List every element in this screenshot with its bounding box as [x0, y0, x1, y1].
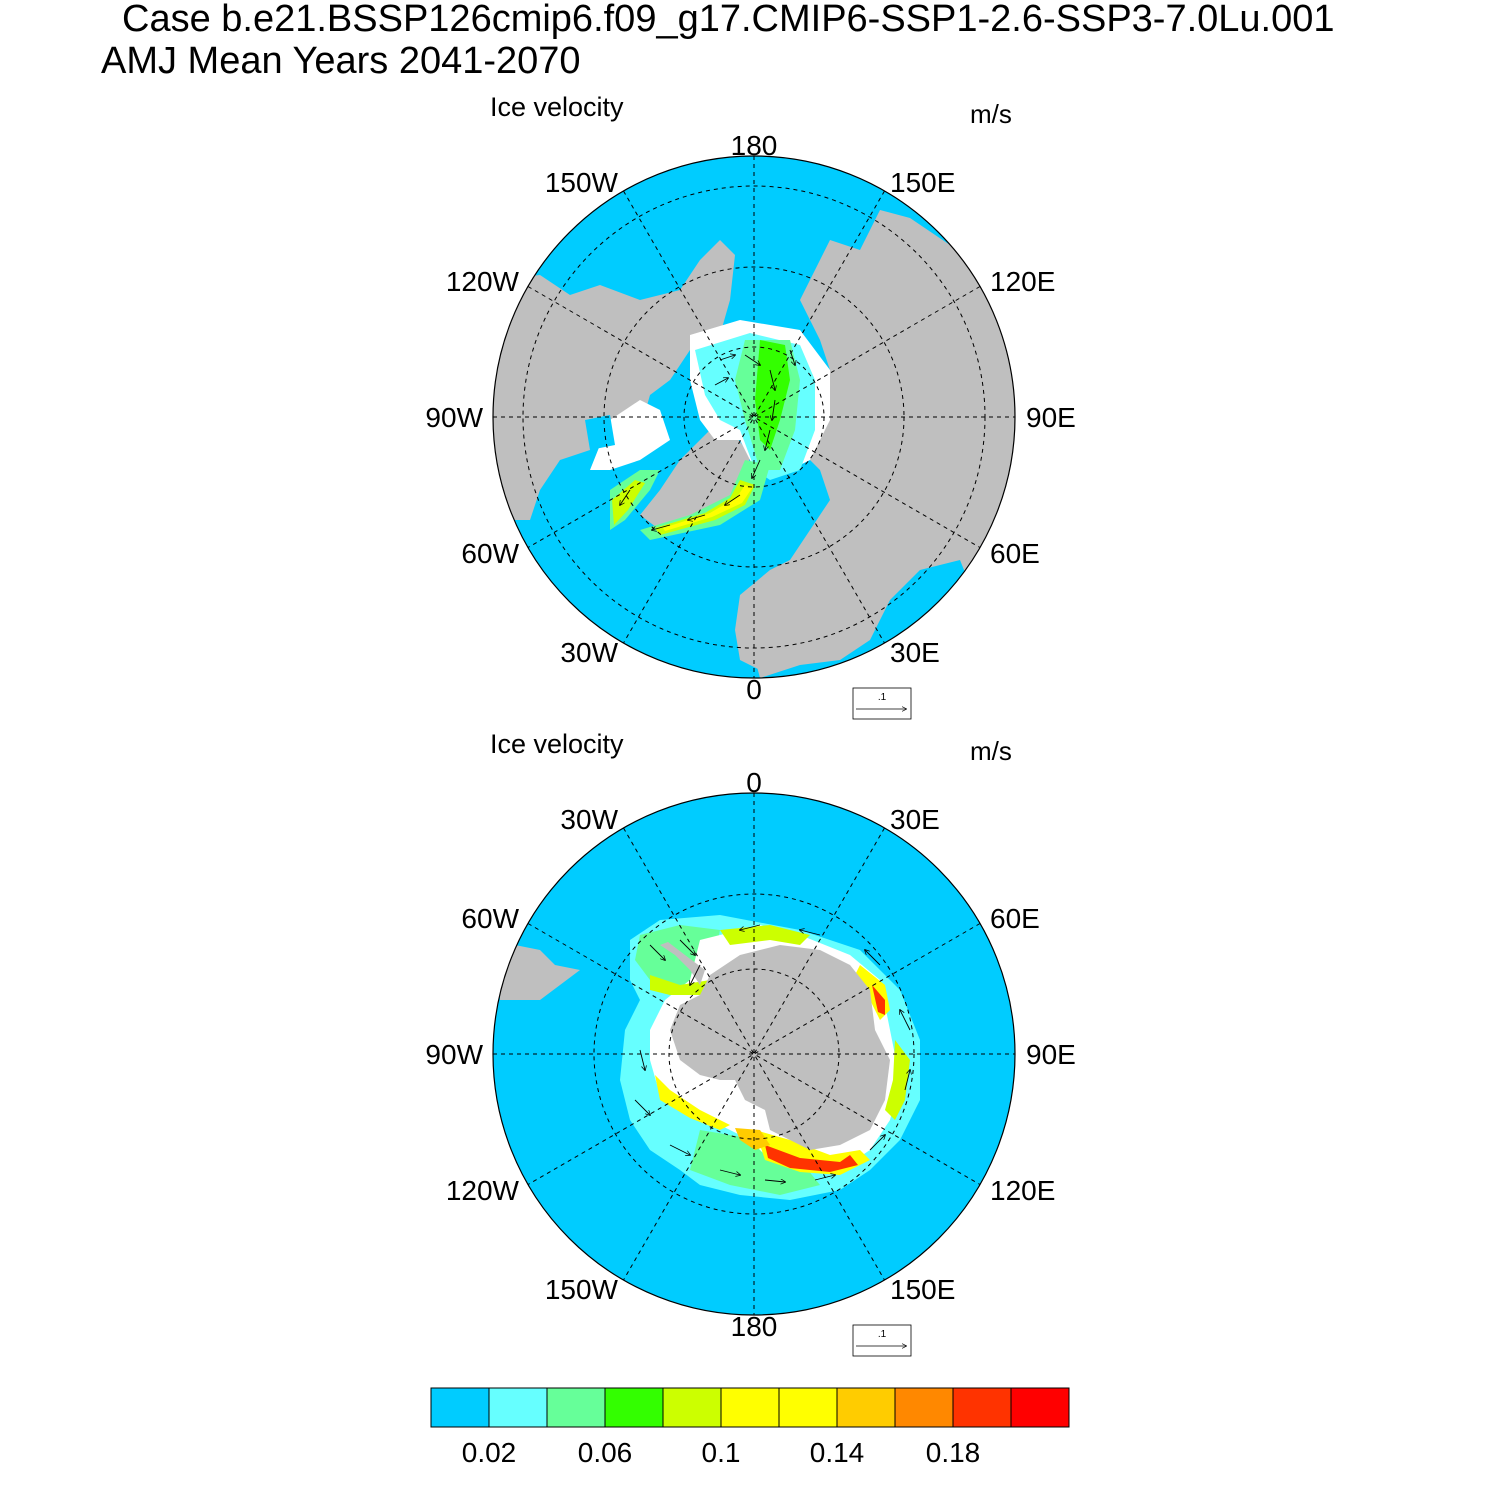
- north-lon-label: 90E: [1026, 402, 1076, 433]
- north-reference-vector: .1: [852, 687, 912, 720]
- colorbar-box: [952, 1387, 1012, 1428]
- figure-title-line2: AMJ Mean Years 2041-2070: [101, 40, 581, 82]
- south-land-peninsula: [660, 942, 705, 985]
- north-lon-label: 60E: [990, 538, 1040, 569]
- north-lon-label: 150W: [545, 167, 619, 198]
- north-land-eurasia: [750, 210, 1015, 678]
- colorbar-tick-label: 0.18: [926, 1437, 981, 1468]
- north-lon-label: 120E: [990, 266, 1055, 297]
- colorbar-box: [836, 1387, 896, 1428]
- south-polar-map: 0 30E 60E 90E 120E 150E 180 150W 120W 90…: [425, 767, 1076, 1357]
- south-lon-label: 0: [746, 767, 762, 798]
- north-reference-vector-label: .1: [878, 692, 887, 703]
- south-reference-vector: .1: [852, 1324, 912, 1357]
- north-panel-units: m/s: [970, 99, 1012, 129]
- south-map-border: [492, 792, 1016, 1316]
- colorbar-box: [894, 1387, 954, 1428]
- north-lon-label: 120W: [446, 266, 520, 297]
- north-lon-label: 150E: [890, 167, 955, 198]
- colorbar-box: [662, 1387, 722, 1428]
- colorbar: 0.02 0.06 0.1 0.14 0.18: [430, 1387, 1070, 1468]
- north-lon-label: 60W: [461, 538, 519, 569]
- colorbar-box: [430, 1387, 490, 1428]
- colorbar-tick-label: 0.14: [810, 1437, 865, 1468]
- south-lon-label: 150E: [890, 1274, 955, 1305]
- north-lon-label: 180: [731, 130, 778, 161]
- north-lon-label: 90W: [425, 402, 483, 433]
- south-panel-units: m/s: [970, 736, 1012, 766]
- colorbar-tick-label: 0.1: [702, 1437, 741, 1468]
- south-lon-label: 150W: [545, 1274, 619, 1305]
- colorbar-tick-label: 0.02: [462, 1437, 517, 1468]
- colorbar-tick-label: 0.06: [578, 1437, 633, 1468]
- south-panel-title: Ice velocity: [490, 729, 624, 759]
- south-lon-label: 60W: [461, 903, 519, 934]
- south-land-south-america: [500, 945, 580, 1000]
- north-lon-label: 30W: [560, 637, 618, 668]
- colorbar-labels: 0.02 0.06 0.1 0.14 0.18: [462, 1437, 981, 1468]
- colorbar-box: [1010, 1387, 1070, 1428]
- colorbar-box: [488, 1387, 548, 1428]
- south-reference-vector-label: .1: [878, 1329, 887, 1340]
- north-panel-title: Ice velocity: [490, 92, 624, 122]
- south-lon-label: 90W: [425, 1039, 483, 1070]
- colorbar-boxes: [430, 1387, 1070, 1428]
- south-lon-label: 90E: [1026, 1039, 1076, 1070]
- colorbar-box: [778, 1387, 838, 1428]
- colorbar-box: [720, 1387, 780, 1428]
- figure-title-line1: Case b.e21.BSSP126cmip6.f09_g17.CMIP6-SS…: [122, 0, 1335, 40]
- north-lon-label: 30E: [890, 637, 940, 668]
- colorbar-box: [604, 1387, 664, 1428]
- south-lon-label: 180: [731, 1311, 778, 1342]
- north-polar-map: 180 150E 120E 90E 60E 30E 0 30W 60W 90W …: [425, 130, 1076, 720]
- north-lon-label: 0: [746, 674, 762, 705]
- south-land-antarctica: [670, 945, 890, 1150]
- south-lon-label: 120W: [446, 1175, 520, 1206]
- south-lon-label: 120E: [990, 1175, 1055, 1206]
- colorbar-box: [546, 1387, 606, 1428]
- south-lon-label: 30E: [890, 804, 940, 835]
- north-lon-labels: 180 150E 120E 90E 60E 30E 0 30W 60W 90W …: [425, 130, 1075, 705]
- south-lon-labels: 0 30E 60E 90E 120E 150E 180 150W 120W 90…: [425, 767, 1075, 1342]
- south-lon-label: 60E: [990, 903, 1040, 934]
- north-land-america: [493, 240, 735, 520]
- south-lon-label: 30W: [560, 804, 618, 835]
- north-map-border: [492, 155, 1016, 679]
- north-land-scandinavia: [735, 560, 810, 670]
